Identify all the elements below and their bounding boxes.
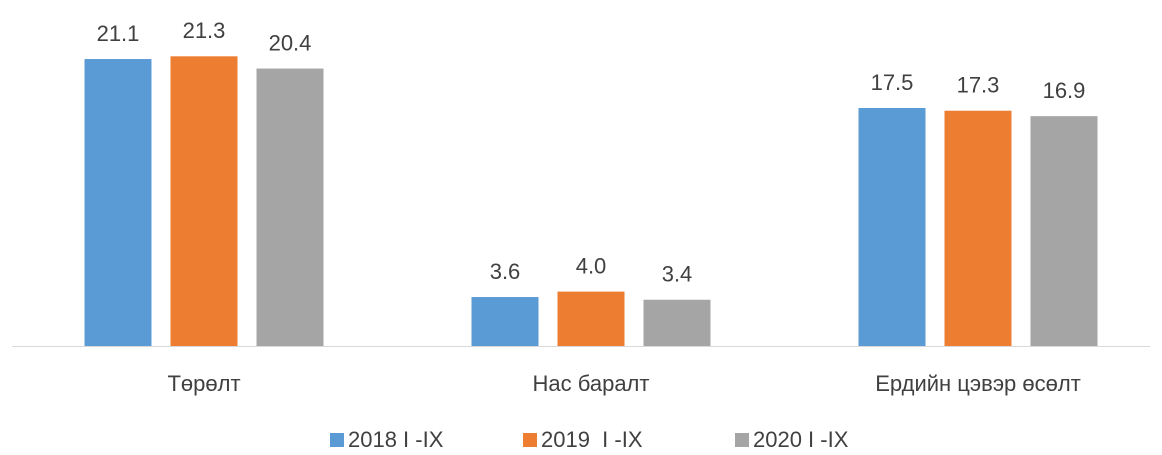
- x-tick-label: Ердийн цэвэр өсөлт: [875, 371, 1081, 396]
- data-label: 17.5: [871, 70, 914, 95]
- data-label: 3.6: [490, 259, 521, 284]
- bar: [1030, 116, 1098, 346]
- bar: [858, 108, 926, 346]
- data-label: 16.9: [1043, 78, 1086, 103]
- data-label: 4.0: [576, 253, 607, 278]
- legend-swatch: [523, 433, 537, 447]
- data-label: 17.3: [957, 73, 1000, 98]
- data-label: 3.4: [662, 262, 693, 287]
- bar: [557, 291, 625, 346]
- x-tick-label: Төрөлт: [167, 371, 240, 396]
- bar: [84, 59, 152, 346]
- data-label: 20.4: [269, 30, 312, 55]
- data-label: 21.1: [97, 21, 140, 46]
- bar: [471, 297, 539, 346]
- legend-swatch: [735, 433, 749, 447]
- data-label: 21.3: [183, 18, 226, 43]
- legend-label: 2018 I -IX: [348, 427, 444, 452]
- bar: [944, 110, 1012, 346]
- x-tick-label: Нас баралт: [533, 371, 650, 396]
- legend-swatch: [330, 433, 344, 447]
- bar: [170, 56, 238, 346]
- bar: [256, 68, 324, 346]
- bar: [643, 299, 711, 346]
- legend-label: 2020 I -IX: [753, 427, 849, 452]
- legend-label: 2019 I -IX: [541, 427, 643, 452]
